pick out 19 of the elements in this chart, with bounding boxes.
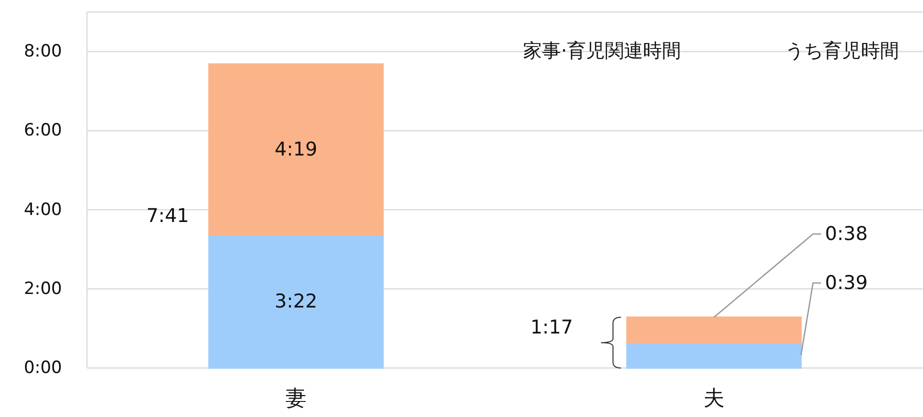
- x-tick-label: 夫: [704, 386, 724, 410]
- y-tick-label: 2:00: [24, 278, 62, 299]
- data-label: 4:19: [274, 138, 318, 160]
- bar: [626, 342, 802, 369]
- data-label: 3:22: [274, 290, 318, 312]
- x-tick-label: 妻: [286, 386, 306, 410]
- annotation: うち育児時間: [785, 40, 899, 62]
- data-label: 0:39: [825, 272, 868, 294]
- y-tick-label: 0:00: [24, 358, 62, 378]
- annotation: 家事·育児関連時間: [522, 40, 682, 62]
- y-tick-label: 6:00: [24, 120, 62, 141]
- y-tick-label: 8:00: [24, 42, 62, 62]
- total-label: 7:41: [146, 205, 189, 228]
- bar: [208, 63, 384, 236]
- total-label: 1:17: [530, 316, 573, 338]
- bar: [626, 316, 802, 344]
- data-label: 0:38: [825, 223, 868, 245]
- y-tick-label: 4:00: [24, 200, 62, 220]
- bar: [208, 234, 384, 369]
